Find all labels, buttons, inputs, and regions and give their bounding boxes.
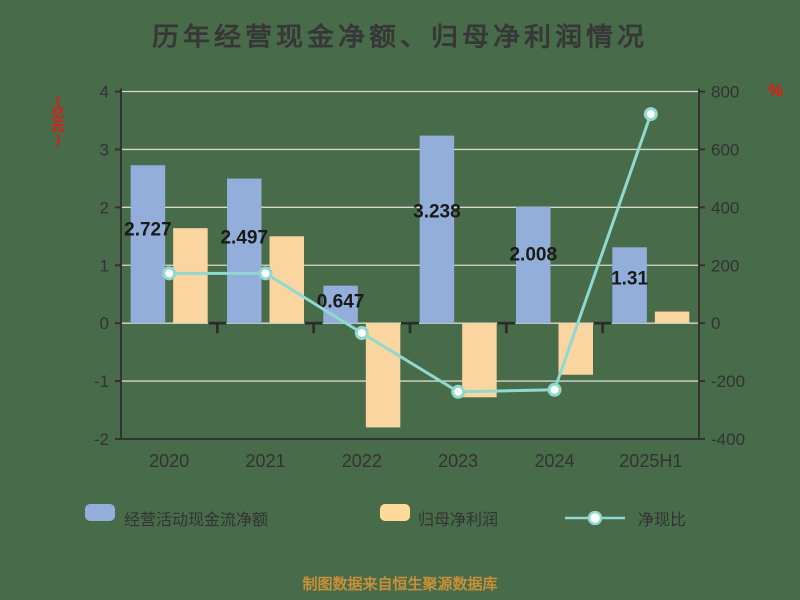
svg-text:600: 600 — [711, 140, 739, 159]
svg-text:400: 400 — [711, 198, 739, 217]
svg-text:2021: 2021 — [245, 451, 285, 471]
svg-text:2022: 2022 — [342, 451, 382, 471]
svg-text:2.727: 2.727 — [124, 219, 172, 240]
svg-text:800: 800 — [711, 83, 739, 102]
svg-text:-400: -400 — [711, 430, 745, 449]
svg-text:2023: 2023 — [438, 451, 478, 471]
svg-text:2020: 2020 — [149, 451, 189, 471]
svg-text:3: 3 — [100, 140, 109, 159]
svg-text:0: 0 — [711, 314, 720, 333]
svg-text:2025H1: 2025H1 — [619, 451, 682, 471]
svg-text:4: 4 — [100, 83, 109, 102]
svg-text:2: 2 — [100, 198, 109, 217]
svg-text:2.008: 2.008 — [509, 244, 557, 265]
svg-text:200: 200 — [711, 256, 739, 275]
svg-text:-2: -2 — [94, 430, 109, 449]
svg-text:2024: 2024 — [534, 451, 574, 471]
svg-text:1.31: 1.31 — [611, 269, 648, 290]
svg-text:1: 1 — [100, 256, 109, 275]
svg-text:3.238: 3.238 — [413, 202, 461, 223]
svg-text:0: 0 — [100, 314, 109, 333]
svg-text:-200: -200 — [711, 372, 745, 391]
svg-text:-1: -1 — [94, 372, 109, 391]
svg-text:2.497: 2.497 — [220, 227, 268, 248]
